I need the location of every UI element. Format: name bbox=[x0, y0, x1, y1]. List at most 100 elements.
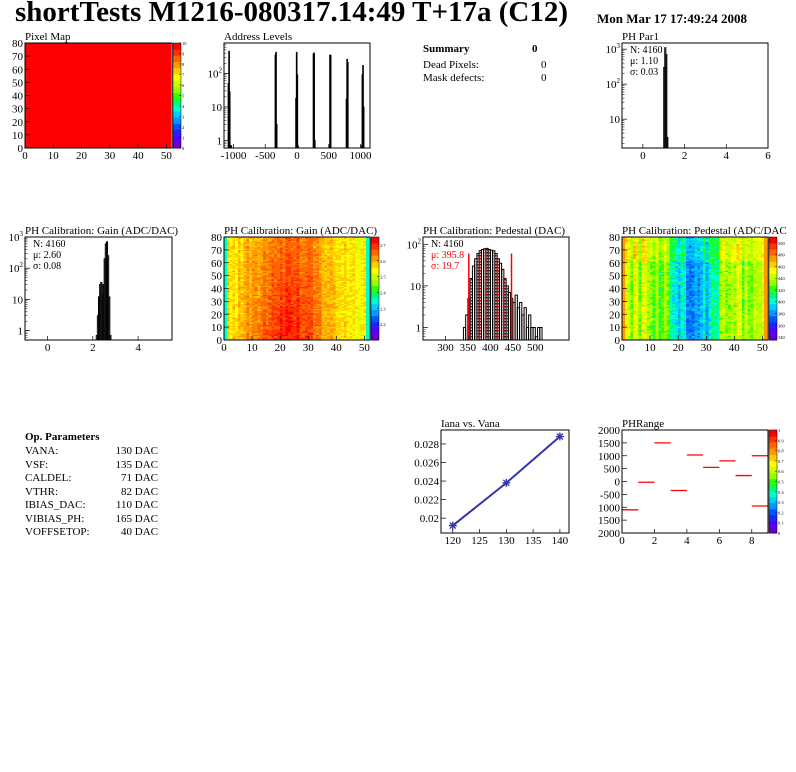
address_levels-title: Address Levels bbox=[224, 31, 292, 43]
x-tick-label: 50 bbox=[757, 342, 769, 354]
y-tick-label: -500 bbox=[600, 489, 621, 501]
op-param-value: 40 DAC bbox=[121, 526, 158, 538]
palette-swatch bbox=[173, 73, 181, 81]
palette-tick-label: 0.9 bbox=[778, 438, 784, 443]
op-param-label: VSF: bbox=[25, 458, 49, 471]
fit-fill-bar bbox=[481, 249, 484, 340]
pedestal_hist-frame bbox=[422, 236, 570, 341]
fit-fill-bar bbox=[508, 292, 511, 340]
x-tick-label: 20 bbox=[275, 342, 287, 354]
op-param-label: CALDEL: bbox=[25, 472, 72, 484]
x-tick-label: 450 bbox=[505, 342, 522, 354]
y-tick-label: 10 bbox=[12, 130, 24, 142]
palette-swatch bbox=[371, 237, 379, 244]
stats-box-text: σ: 0.03 bbox=[630, 67, 658, 78]
stats-box-text: σ: 19.7 bbox=[431, 261, 459, 272]
palette-tick-label: 10 bbox=[182, 41, 187, 46]
palette-tick-label: 2.6 bbox=[380, 259, 386, 264]
iana_vana-title: Iana vs. Vana bbox=[441, 418, 500, 430]
palette-swatch bbox=[371, 273, 379, 280]
y-tick-label: 0 bbox=[217, 335, 223, 347]
y-tick-label: 20 bbox=[609, 309, 621, 321]
summary-total: 0 bbox=[532, 43, 538, 55]
x-tick-label: 0 bbox=[640, 150, 646, 162]
y-tick-label: 10 bbox=[609, 114, 621, 126]
y-tick-label: 0.02 bbox=[420, 513, 439, 525]
palette-swatch bbox=[769, 249, 777, 256]
palette-tick-label: 4 bbox=[182, 104, 185, 109]
palette-swatch bbox=[769, 237, 777, 244]
y-tick-label: 1 bbox=[217, 136, 223, 148]
palette-swatch bbox=[769, 496, 777, 504]
x-tick-label: 30 bbox=[104, 150, 116, 162]
palette-swatch bbox=[371, 261, 379, 268]
y-tick-label: 102 bbox=[407, 237, 422, 251]
fit-fill-bar bbox=[490, 250, 493, 340]
palette-tick-label: 2.7 bbox=[380, 243, 386, 248]
palette-swatch bbox=[769, 309, 777, 317]
palette-swatch bbox=[769, 243, 777, 250]
x-tick-label: 10 bbox=[247, 342, 259, 354]
op-param-label: IBIAS_DAC: bbox=[25, 499, 86, 511]
histogram-bar bbox=[362, 106, 365, 149]
palette-swatch bbox=[769, 514, 777, 522]
y-tick-label: 20 bbox=[12, 117, 24, 129]
op-param-value: 165 DAC bbox=[115, 512, 158, 525]
palette-tick-label: 500 bbox=[778, 241, 786, 246]
palette-tick-label: 8 bbox=[182, 62, 185, 67]
pixel_map-heatmap-cells bbox=[25, 43, 171, 148]
palette-swatch bbox=[769, 526, 777, 534]
palette-swatch bbox=[769, 261, 777, 268]
fit-fill-bar bbox=[483, 248, 486, 340]
palette-tick-label: 360 bbox=[778, 323, 786, 328]
histogram-bar bbox=[313, 52, 315, 149]
palette-tick-label: 0 bbox=[778, 531, 781, 536]
palette-tick-label: 0.2 bbox=[778, 510, 784, 515]
gain_hist-title: PH Calibration: Gain (ADC/DAC) bbox=[25, 225, 178, 237]
gain_map-heatmap-cells bbox=[224, 237, 369, 340]
op-param-value: 130 DAC bbox=[115, 445, 158, 457]
x-tick-label: 400 bbox=[482, 342, 499, 354]
stats-box-text: N: 4160 bbox=[630, 45, 663, 56]
histogram-bar bbox=[108, 296, 111, 341]
x-tick-label: 50 bbox=[359, 342, 371, 354]
palette-swatch bbox=[769, 327, 777, 335]
histogram-bar bbox=[346, 62, 349, 149]
fit-fill-bar bbox=[503, 278, 507, 340]
palette-swatch bbox=[769, 448, 777, 455]
palette-tick-label: 2 bbox=[182, 125, 184, 130]
x-tick-label: 4 bbox=[684, 535, 690, 547]
x-tick-label: 300 bbox=[437, 342, 454, 354]
palette-swatch bbox=[173, 92, 181, 100]
palette-frame bbox=[768, 236, 778, 341]
x-tick-label: 500 bbox=[527, 342, 544, 354]
palette-tick-label: 0.1 bbox=[778, 521, 784, 526]
pedestal_map-title: PH Calibration: Pedestal (ADC/DAC bbox=[622, 225, 787, 237]
palette-swatch bbox=[371, 297, 379, 305]
palette-swatch bbox=[769, 273, 777, 280]
x-tick-label: 0 bbox=[22, 150, 28, 162]
fit-fill-bar bbox=[488, 249, 491, 340]
graph-point-marker bbox=[555, 432, 564, 441]
op-param-label: VANA: bbox=[25, 445, 59, 457]
y-tick-label: 2000 bbox=[598, 528, 621, 540]
palette-tick-label: 2.4 bbox=[380, 290, 386, 295]
histogram-bar bbox=[313, 140, 316, 149]
palette-swatch bbox=[371, 309, 379, 317]
y-tick-label: 30 bbox=[609, 296, 621, 308]
gain_map-title: PH Calibration: Gain (ADC/DAC) bbox=[224, 225, 377, 237]
palette-swatch bbox=[173, 86, 181, 93]
palette-swatch bbox=[371, 255, 379, 262]
palette-swatch bbox=[371, 243, 379, 250]
x-tick-label: 130 bbox=[498, 535, 515, 547]
x-tick-label: 30 bbox=[303, 342, 315, 354]
palette-tick-label: 380 bbox=[778, 312, 786, 317]
fit-fill-bar bbox=[474, 258, 477, 340]
palette-swatch bbox=[371, 285, 379, 293]
palette-tick-label: 0.3 bbox=[778, 500, 784, 505]
fit-fill-bar bbox=[497, 258, 500, 340]
y-tick-label: 2000 bbox=[598, 425, 621, 437]
x-tick-label: 500 bbox=[320, 150, 337, 162]
x-tick-label: 0 bbox=[619, 535, 625, 547]
